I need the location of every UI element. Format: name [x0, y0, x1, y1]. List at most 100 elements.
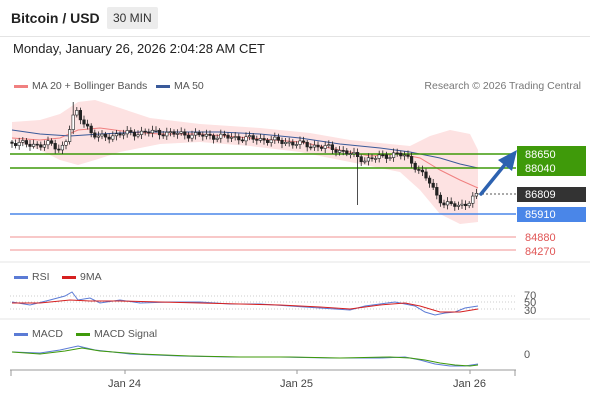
label-88650: 88650: [525, 149, 556, 161]
candle-body: [258, 138, 263, 141]
candle-body: [158, 129, 162, 136]
candle-body: [10, 141, 14, 144]
legend-rsi: RSI: [14, 271, 50, 283]
candle-body: [53, 143, 57, 150]
candle-body: [323, 145, 327, 149]
candle-body: [467, 202, 471, 207]
candle-body: [445, 201, 450, 206]
candle-body: [68, 129, 72, 142]
macd-swatch: [14, 332, 28, 336]
label-box-86809: [517, 187, 586, 202]
candle-body: [75, 110, 79, 116]
candle-body: [388, 157, 392, 159]
candle-body: [431, 182, 435, 188]
credit-text: Research © 2026 Trading Central: [424, 80, 581, 92]
candle-body: [31, 143, 36, 147]
candle-body: [172, 131, 176, 135]
candle-body: [114, 133, 118, 137]
candle-body: [330, 144, 335, 150]
rsi-swatch: [14, 275, 28, 279]
candle-body: [442, 202, 446, 206]
candle-body: [384, 154, 389, 159]
candle-body: [46, 140, 50, 146]
label-84880: 84880: [525, 232, 556, 244]
candle-body: [348, 153, 353, 155]
candle-body: [409, 156, 414, 164]
label-box-85910: [517, 207, 586, 222]
candle-body: [420, 169, 425, 173]
candle-body: [287, 141, 291, 144]
candle-body: [165, 131, 169, 137]
candle-body: [273, 136, 277, 141]
legend-ma50: MA 50: [156, 80, 204, 92]
candle-body: [305, 141, 309, 148]
candle-body: [154, 129, 158, 132]
label-86809: 86809: [525, 189, 556, 201]
candle-body: [370, 157, 374, 160]
candle-body: [438, 194, 443, 204]
candle-body: [337, 150, 342, 153]
candle-body: [24, 140, 29, 145]
candle-body: [197, 132, 201, 136]
candle-body: [93, 132, 97, 138]
candle-body: [118, 133, 122, 136]
candle-body: [319, 146, 324, 149]
x-label-jan24: Jan 24: [108, 378, 141, 390]
candle-body: [179, 131, 183, 134]
candle-body: [140, 130, 144, 135]
candle-body: [132, 131, 137, 137]
candle-body: [176, 133, 180, 135]
candle-body: [460, 203, 464, 206]
candle-body: [345, 150, 349, 155]
candle-body: [363, 160, 367, 163]
forecast-arrowhead: [498, 150, 517, 171]
candle-body: [301, 140, 306, 143]
candle-body: [449, 201, 453, 204]
candle-body: [456, 204, 461, 207]
candle-body: [244, 136, 248, 142]
timeframe-badge[interactable]: 30 MIN: [107, 7, 158, 29]
candle-body: [240, 139, 245, 142]
candle-body: [150, 129, 155, 134]
legend-ma20: MA 20 + Bollinger Bands: [14, 80, 147, 92]
candle-body: [373, 158, 378, 160]
candle-body: [453, 203, 457, 207]
candle-body: [104, 133, 108, 138]
candle-body: [129, 130, 133, 133]
label-84270: 84270: [525, 246, 556, 258]
candle-body: [35, 143, 39, 146]
candle-body: [251, 135, 255, 140]
candle-body: [215, 137, 219, 140]
candle-body: [334, 149, 338, 153]
candle-body: [60, 144, 64, 151]
candle-body: [327, 144, 331, 146]
candle-body: [89, 125, 93, 134]
candle-body: [161, 134, 165, 137]
candle-body: [413, 162, 417, 170]
candle-body: [39, 144, 43, 148]
x-label-jan26: Jan 26: [453, 378, 486, 390]
candle-body: [100, 133, 104, 137]
legend-macd-signal-label: MACD Signal: [94, 328, 158, 340]
candle-body: [42, 144, 46, 148]
level-labels: 88650 88040 86809 85910 84880 84270: [517, 146, 586, 258]
candle-body: [204, 133, 209, 137]
rsi-tick-50: 50: [524, 297, 536, 309]
legend-rsi-label: RSI: [32, 271, 50, 283]
candle-body: [355, 152, 360, 157]
candle-body: [78, 110, 82, 121]
legend-macd: MACD: [14, 328, 63, 340]
candle-body: [233, 136, 237, 138]
candle-body: [255, 139, 259, 141]
candle-body: [212, 135, 216, 140]
candle-body: [377, 154, 381, 159]
ma20-swatch: [14, 84, 28, 88]
candle-body: [226, 134, 230, 139]
macd-tick-0: 0: [524, 349, 530, 361]
candle-body: [391, 152, 396, 158]
x-label-jan25: Jan 25: [280, 378, 313, 390]
candle-body: [125, 130, 129, 135]
candle-body: [82, 119, 86, 125]
candle-body: [381, 154, 385, 157]
